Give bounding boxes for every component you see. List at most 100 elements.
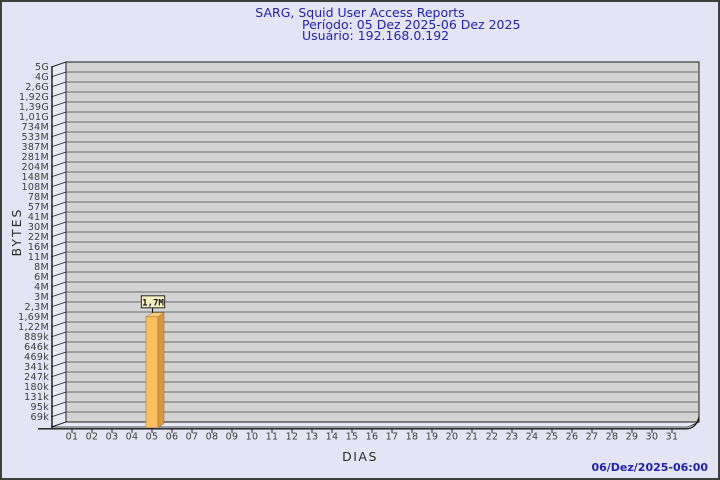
y-tick-label: 387M xyxy=(21,142,49,153)
x-axis-line xyxy=(38,416,700,430)
y-tick-label: 3M xyxy=(34,292,49,303)
bar-value-callout xyxy=(140,295,166,309)
y-tick-label: 646k xyxy=(24,342,49,353)
chart-subtitle-user: Usuário: 192.168.0.192 xyxy=(302,28,450,43)
x-tick-label: 04 xyxy=(126,432,139,443)
y-tick-label: 95k xyxy=(31,402,50,413)
y-tick-label: 889k xyxy=(24,332,49,343)
chart-header: SARG, Squid User Access Reports Período:… xyxy=(2,7,718,42)
y-tick xyxy=(50,131,67,138)
y-tick xyxy=(50,341,67,348)
y-tick xyxy=(50,401,67,408)
x-tick-label: 02 xyxy=(86,432,99,443)
y-tick xyxy=(50,61,67,68)
y-tick xyxy=(50,101,67,108)
y-tick xyxy=(50,261,67,268)
y-tick-label: 69k xyxy=(31,412,50,423)
x-tick-label: 06 xyxy=(166,432,179,443)
y-tick-label: 734M xyxy=(21,122,49,133)
y-tick-label: 148M xyxy=(21,172,49,183)
y-tick-label: 6M xyxy=(34,272,49,283)
y-tick-label: 57M xyxy=(28,202,49,213)
y-tick-label: 1,22M xyxy=(18,322,49,333)
x-tick-label: 19 xyxy=(426,432,439,443)
y-tick xyxy=(50,361,67,368)
y-tick xyxy=(50,291,67,298)
y-tick-label: 22M xyxy=(28,232,49,243)
x-tick-label: 15 xyxy=(346,432,359,443)
y-tick-label: 533M xyxy=(21,132,49,143)
y-tick xyxy=(50,371,67,378)
y-tick xyxy=(50,241,67,248)
bar-top-3d xyxy=(145,312,165,318)
x-tick-label: 14 xyxy=(326,432,339,443)
x-tick-label: 20 xyxy=(446,432,459,443)
y-tick xyxy=(50,231,67,238)
y-tick-label: 341k xyxy=(24,362,49,373)
y-tick xyxy=(50,281,67,288)
y-tick-label: 2,3M xyxy=(24,302,49,313)
chart-title: SARG, Squid User Access Reports xyxy=(255,5,465,20)
x-tick-label: 05 xyxy=(146,432,159,443)
y-tick xyxy=(50,411,67,418)
x-tick-label: 29 xyxy=(626,432,639,443)
y-tick-label: 5G xyxy=(35,62,49,73)
y-tick-label: 180k xyxy=(24,382,49,393)
y-tick xyxy=(50,421,67,428)
x-tick-label: 30 xyxy=(646,432,659,443)
y-tick xyxy=(50,301,67,308)
y-tick xyxy=(50,181,67,188)
y-tick-label: 41M xyxy=(28,212,49,223)
x-tick-label: 21 xyxy=(466,432,479,443)
y-tick xyxy=(50,331,67,338)
x-tick-label: 09 xyxy=(226,432,239,443)
y-tick xyxy=(50,391,67,398)
x-tick-label: 31 xyxy=(666,432,679,443)
x-tick-label: 25 xyxy=(546,432,559,443)
y-tick-label: 247k xyxy=(24,372,49,383)
y-tick-label: 78M xyxy=(28,192,49,203)
y-tick xyxy=(50,201,67,208)
y-tick xyxy=(50,271,67,278)
y-tick xyxy=(50,81,67,88)
x-tick-label: 10 xyxy=(246,432,259,443)
x-tick-label: 13 xyxy=(306,432,319,443)
y-axis-title: BYTES xyxy=(9,207,24,257)
y-tick xyxy=(50,251,67,258)
y-tick xyxy=(50,71,67,78)
x-tick-label: 03 xyxy=(106,432,119,443)
y-tick xyxy=(50,151,67,158)
y-tick-label: 1,92G xyxy=(19,92,49,103)
x-tick-label: 07 xyxy=(186,432,199,443)
y-tick-label: 131k xyxy=(24,392,49,403)
bar-day-05 xyxy=(145,316,159,428)
x-tick-label: 12 xyxy=(286,432,299,443)
y-tick-label: 16M xyxy=(28,242,49,253)
x-tick-label: 24 xyxy=(526,432,539,443)
y-tick xyxy=(50,191,67,198)
y-tick xyxy=(50,121,67,128)
x-tick-label: 22 xyxy=(486,432,499,443)
x-tick-label: 28 xyxy=(606,432,619,443)
y-tick-label: 8M xyxy=(34,262,49,273)
y-tick xyxy=(50,311,67,318)
y-tick xyxy=(50,221,67,228)
y-tick-label: 1,39G xyxy=(19,102,49,113)
x-tick-label: 16 xyxy=(366,432,379,443)
y-tick-label: 1,01G xyxy=(19,112,49,123)
y-tick-label: 108M xyxy=(21,182,49,193)
y-tick-label: 281M xyxy=(21,152,49,163)
y-tick xyxy=(50,141,67,148)
chart-subtitle-period: Período: 05 Dez 2025-06 Dez 2025 xyxy=(302,16,521,32)
x-tick-label: 08 xyxy=(206,432,219,443)
y-tick-label: 2,6G xyxy=(25,82,49,93)
y-tick-label: 469k xyxy=(24,352,49,363)
y-tick xyxy=(50,351,67,358)
y-tick-label: 30M xyxy=(28,222,49,233)
y-tick-label: 4M xyxy=(34,282,49,293)
x-tick-label: 01 xyxy=(66,432,79,443)
y-tick-label: 204M xyxy=(21,162,49,173)
y-tick-label: 4G xyxy=(35,72,49,83)
